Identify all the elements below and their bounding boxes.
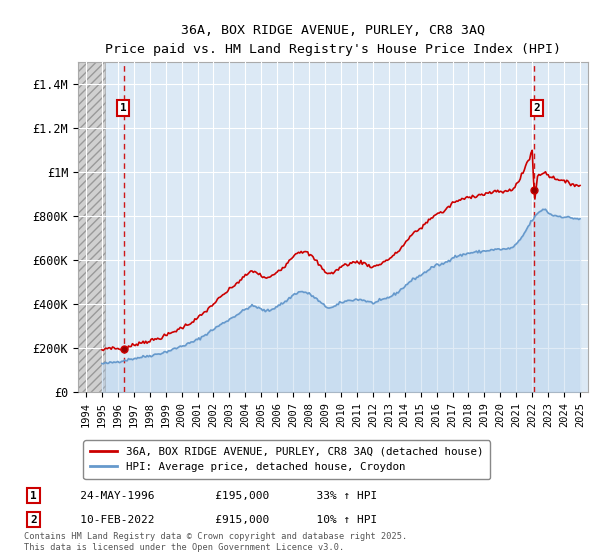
Text: 2: 2 [534, 103, 541, 113]
Title: 36A, BOX RIDGE AVENUE, PURLEY, CR8 3AQ
Price paid vs. HM Land Registry's House P: 36A, BOX RIDGE AVENUE, PURLEY, CR8 3AQ P… [105, 24, 561, 56]
Text: 1: 1 [30, 491, 37, 501]
Text: 2: 2 [30, 515, 37, 525]
Text: 24-MAY-1996         £195,000       33% ↑ HPI: 24-MAY-1996 £195,000 33% ↑ HPI [60, 491, 377, 501]
Text: 10-FEB-2022         £915,000       10% ↑ HPI: 10-FEB-2022 £915,000 10% ↑ HPI [60, 515, 377, 525]
Legend: 36A, BOX RIDGE AVENUE, PURLEY, CR8 3AQ (detached house), HPI: Average price, det: 36A, BOX RIDGE AVENUE, PURLEY, CR8 3AQ (… [83, 440, 490, 479]
Bar [78, 62, 104, 392]
Text: Contains HM Land Registry data © Crown copyright and database right 2025.
This d: Contains HM Land Registry data © Crown c… [24, 532, 407, 552]
Text: 1: 1 [120, 103, 127, 113]
